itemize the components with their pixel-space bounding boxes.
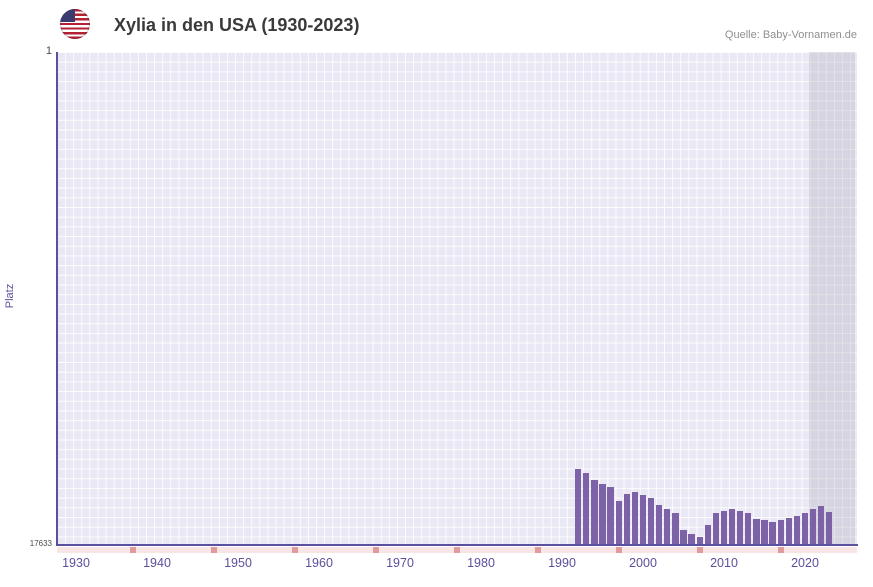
rank-bar-2015 [761,520,768,545]
rank-bar-2006 [688,534,695,545]
x-axis-label-2020: 2020 [791,556,819,570]
us-flag-icon [60,9,90,39]
no-data-tick-2007 [696,547,703,553]
rank-bar-2010 [720,510,728,545]
rank-bar-1998 [623,493,630,545]
rank-bar-2000 [639,495,647,545]
rank-bar-2017 [777,520,784,545]
rank-bar-2019 [793,516,801,545]
source-label: Quelle: Baby-Vornamen.de [724,29,857,41]
rank-bar-2008 [704,524,711,545]
x-axis-label-1980: 1980 [467,556,495,570]
rank-bar-2021 [809,509,817,545]
x-axis-line [56,544,858,546]
rank-bar-2003 [664,509,671,545]
x-axis-label-1970: 1970 [386,556,414,570]
no-data-tick-1937 [129,547,136,553]
no-data-tick-1997 [615,547,622,553]
rank-bar-2012 [737,510,744,545]
rank-bar-2018 [785,517,792,545]
no-data-strip [57,547,857,553]
rank-bar-1995 [599,483,606,545]
rank-bar-1994 [591,479,598,545]
rank-bar-2004 [672,513,679,545]
recent-years-band [809,52,855,545]
x-axis-label-1930: 1930 [62,556,90,570]
rank-bar-2014 [753,518,760,545]
no-data-tick-1957 [291,547,298,553]
rank-bar-2009 [712,513,720,545]
rank-bar-1993 [583,472,590,545]
chart-title: Xylia in den USA (1930-2023) [114,15,360,35]
rank-bar-2013 [745,513,752,545]
x-axis-labels: 1930 1940 1950 1960 1970 1980 1990 2000 2010 2020 [0,556,873,576]
rank-bar-1997 [615,500,622,545]
rank-bar-2001 [647,497,655,545]
rank-bar-2011 [728,509,736,545]
no-data-tick-2017 [777,547,784,553]
no-data-tick-1967 [372,547,379,553]
rank-bar-2016 [769,521,776,545]
y-axis-min-label: 17633 [29,539,52,548]
rank-bar-2022 [818,506,825,545]
rank-bar-1999 [631,492,639,545]
rank-bar-2007 [696,537,703,545]
x-axis-label-1940: 1940 [143,556,171,570]
no-data-tick-1947 [210,547,217,553]
rank-bar-2005 [680,530,687,545]
x-axis-label-1990: 1990 [548,556,576,570]
rank-bar-2002 [656,504,663,545]
x-axis-label-1960: 1960 [305,556,333,570]
y-axis-max-label: 1 [45,45,52,57]
x-axis-label-1950: 1950 [224,556,252,570]
rank-bar-1992 [575,468,582,545]
rank-bar-2020 [801,513,809,545]
y-axis-title: Platz [4,283,17,309]
x-axis-label-2010: 2010 [710,556,738,570]
x-axis-label-2000: 2000 [629,556,657,570]
rank-bar-2023 [826,511,833,545]
y-axis-line [56,52,58,546]
no-data-tick-1977 [453,547,460,553]
no-data-tick-1987 [534,547,541,553]
plot-area [57,52,857,545]
rank-bar-1996 [607,486,614,545]
bars-layer [57,52,857,545]
